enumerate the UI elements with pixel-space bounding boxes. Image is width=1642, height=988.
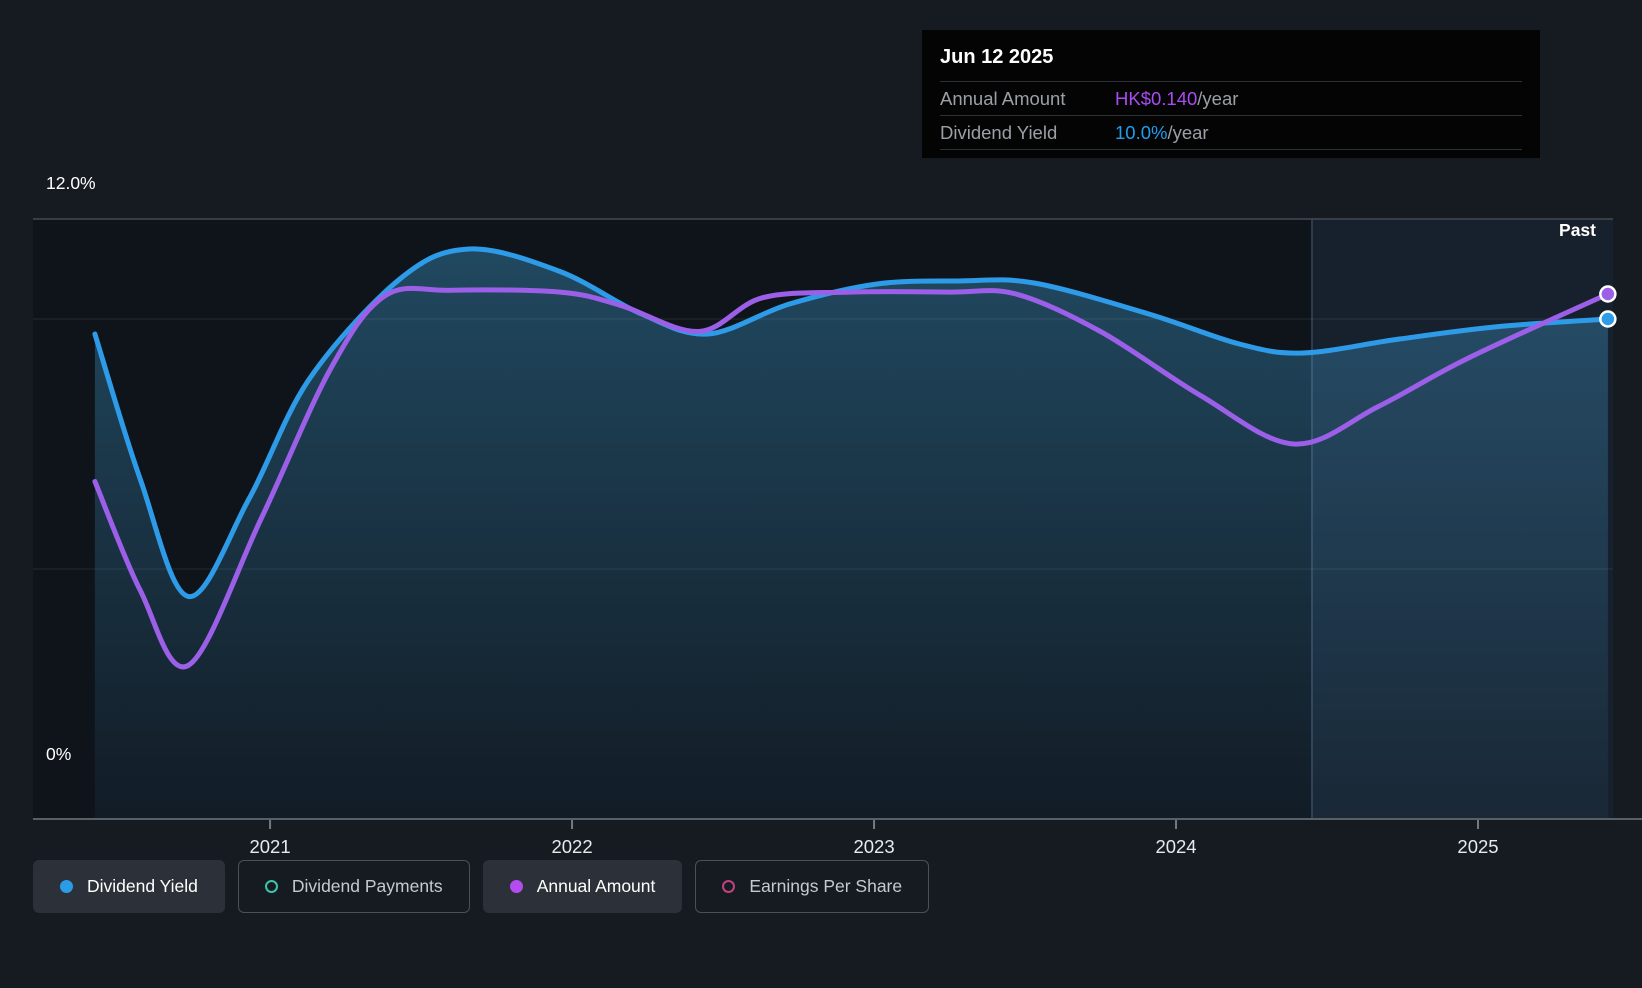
past-region-label: Past [1559, 220, 1596, 240]
chart-tooltip: Jun 12 2025 Annual Amount HK$0.140/year … [922, 30, 1540, 158]
tooltip-suffix: /year [1167, 121, 1209, 143]
y-axis-label-top: 12.0% [46, 173, 96, 193]
tooltip-date: Jun 12 2025 [940, 40, 1522, 82]
earnings-per-share-ring-icon [722, 880, 736, 893]
x-tick-label-2025: 2025 [1457, 836, 1498, 857]
yield-area-fill [94, 248, 1608, 819]
chart-legend: Dividend Yield Dividend Payments Annual … [33, 860, 930, 913]
x-tick-label-2021: 2021 [249, 836, 290, 857]
tooltip-label: Annual Amount [940, 87, 1066, 109]
tooltip-value: HK$0.140 [1115, 87, 1198, 109]
legend-button-dividend-yield[interactable]: Dividend Yield [33, 860, 225, 913]
x-tick-label-2023: 2023 [853, 836, 894, 857]
legend-button-annual-amount[interactable]: Annual Amount [482, 860, 683, 913]
annual-amount-dot-icon [509, 880, 523, 893]
tooltip-value: 10.0% [1115, 121, 1168, 143]
past-band [1311, 219, 1613, 819]
dividend-yield-line [92, 246, 1611, 599]
legend-label: Earnings Per Share [749, 876, 903, 896]
tooltip-suffix: /year [1197, 87, 1239, 109]
legend-button-earnings-per-share[interactable]: Earnings Per Share [695, 860, 930, 913]
annual-amount-line-end-marker [1599, 285, 1617, 303]
x-tick-label-2024: 2024 [1155, 836, 1196, 857]
legend-label: Dividend Payments [291, 876, 443, 896]
tooltip-row-dividend-yield: Dividend Yield 10.0%/year [940, 116, 1522, 150]
dividend-yield-dot-icon [60, 880, 73, 893]
annual-amount-line [92, 285, 1611, 670]
dividend-payments-ring-icon [264, 880, 278, 893]
dividend-yield-line-end-marker [1599, 310, 1617, 328]
legend-label: Annual Amount [536, 876, 656, 896]
legend-button-dividend-payments[interactable]: Dividend Payments [237, 860, 470, 913]
x-tick-label-2022: 2022 [551, 836, 592, 857]
tooltip-label: Dividend Yield [940, 121, 1058, 143]
legend-label: Dividend Yield [87, 876, 198, 896]
y-axis-label-bottom: 0% [46, 744, 72, 764]
tooltip-row-annual-amount: Annual Amount HK$0.140/year [940, 82, 1522, 116]
